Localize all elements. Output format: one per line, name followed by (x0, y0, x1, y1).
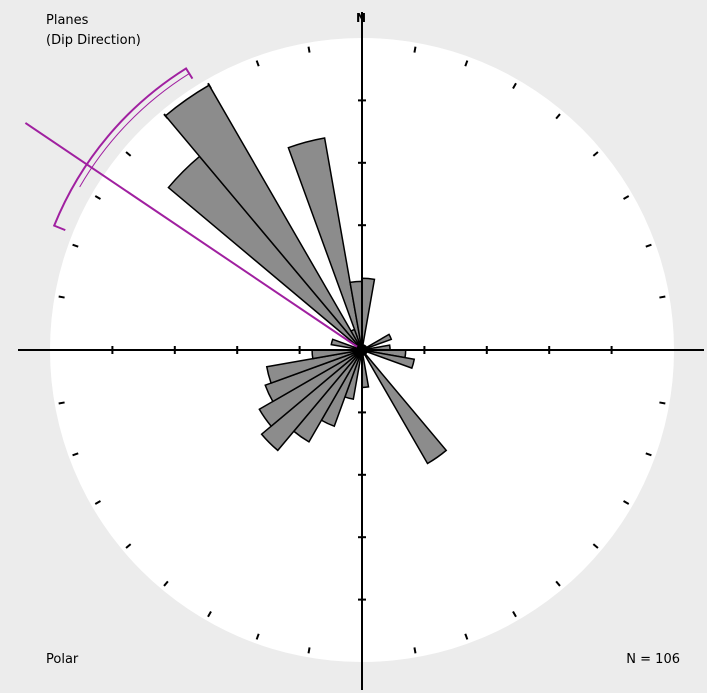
confidence-arc (52, 67, 194, 232)
petal (330, 338, 363, 351)
petal (265, 349, 363, 385)
azimuth-tick (94, 195, 101, 200)
azimuth-tick (207, 611, 212, 618)
petal (287, 137, 363, 351)
azimuth-tick (464, 633, 469, 640)
azimuth-tick (255, 60, 260, 67)
azimuth-tick (555, 113, 561, 120)
chart-title: Planes (46, 13, 89, 28)
azimuth-tick (623, 500, 630, 505)
azimuth-tick (659, 401, 666, 405)
azimuth-tick (464, 60, 469, 67)
projection-label: Polar (46, 652, 79, 667)
petal (361, 333, 393, 351)
azimuth-tick (555, 580, 561, 587)
azimuth-tick (307, 647, 311, 654)
azimuth-tick (512, 82, 517, 89)
azimuth-tick (307, 46, 311, 53)
mean-direction-line (24, 122, 363, 351)
azimuth-tick (512, 611, 517, 618)
azimuth-tick (72, 243, 79, 248)
azimuth-tick (255, 633, 260, 640)
azimuth-tick (163, 580, 169, 587)
chart-subtitle: (Dip Direction) (46, 33, 141, 48)
center-dot (356, 344, 368, 356)
azimuth-tick (58, 295, 65, 299)
petal (264, 349, 363, 403)
confidence-arc-inner (79, 73, 190, 188)
azimuth-tick (58, 401, 65, 405)
azimuth-tick (645, 452, 652, 457)
azimuth-tick (623, 195, 630, 200)
petal (361, 349, 448, 465)
azimuth-tick (125, 543, 132, 549)
petals (164, 84, 448, 465)
petal (361, 349, 416, 370)
petal (164, 84, 363, 351)
azimuth-tick (72, 452, 79, 457)
petal (258, 349, 363, 428)
count-label: N = 106 (626, 652, 680, 667)
azimuth-tick (659, 295, 666, 299)
azimuth-tick (125, 151, 132, 157)
azimuth-tick (413, 46, 417, 53)
north-label: N (356, 11, 366, 25)
azimuth-tick (592, 543, 599, 549)
azimuth-tick (413, 647, 417, 654)
azimuth-tick (592, 151, 599, 157)
azimuth-tick (645, 243, 652, 248)
azimuth-tick (94, 500, 101, 505)
petal (260, 349, 363, 452)
